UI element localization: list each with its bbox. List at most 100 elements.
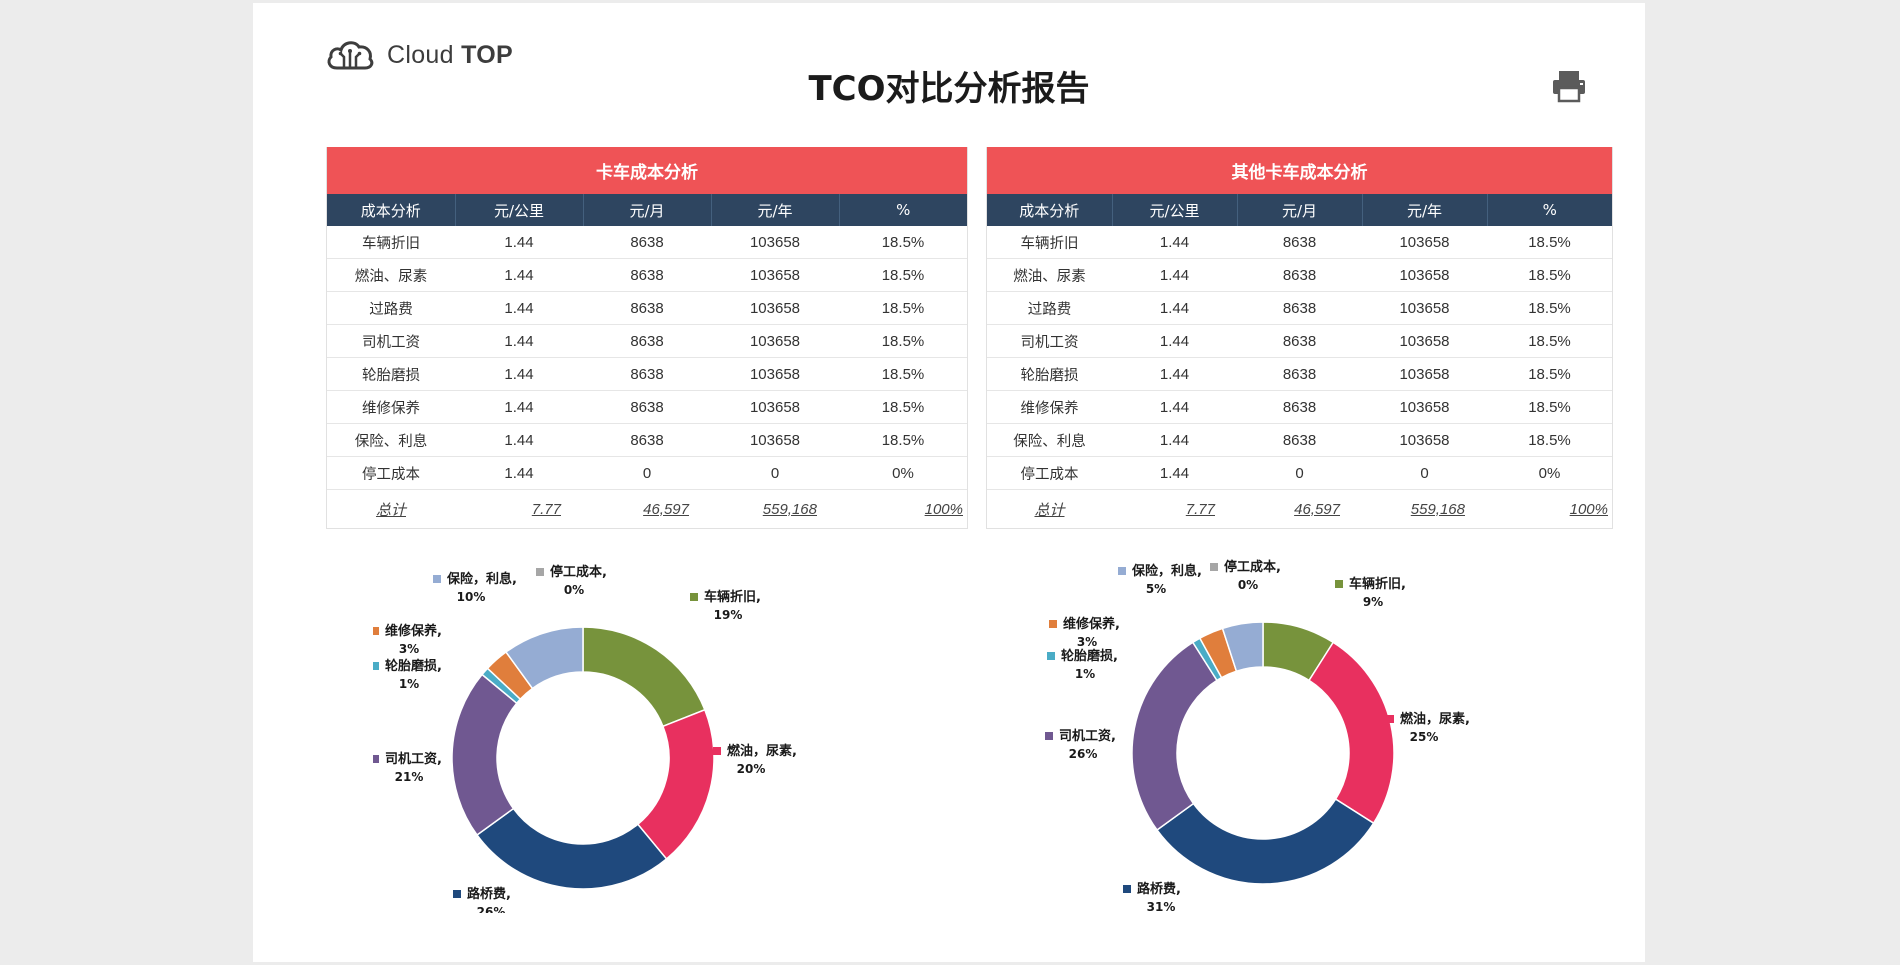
table-row: 车辆折旧 1.44 8638 103658 18.5% — [327, 226, 967, 259]
logo-text-light: Cloud — [387, 40, 454, 69]
slice-percent-6: 3% — [399, 642, 419, 656]
column-header-per-km: 元/公里 — [1112, 194, 1238, 226]
cell-percent: 0% — [839, 456, 967, 490]
slice-label-2: 燃油，尿素, — [1400, 711, 1470, 727]
cell-category: 维修保养 — [327, 390, 455, 424]
slice-label-2: 燃油，尿素, — [727, 743, 797, 759]
cell-percent: 18.5% — [839, 423, 967, 457]
cell-category: 司机工资 — [987, 324, 1112, 358]
column-header-per-year: 元/年 — [1362, 194, 1488, 226]
table-row: 停工成本 1.44 0 0 0% — [327, 456, 967, 490]
cell-percent: 18.5% — [1487, 423, 1612, 457]
cell-per-km: 1.44 — [455, 390, 583, 424]
cell-per-year: 103658 — [1362, 258, 1487, 292]
cell-per-month: 8638 — [1237, 390, 1362, 424]
cell-per-month: 8638 — [583, 226, 711, 259]
legend-marker-2 — [1386, 715, 1394, 723]
table-row: 保险、利息 1.44 8638 103658 18.5% — [987, 423, 1612, 457]
slice-percent-8: 0% — [564, 583, 584, 597]
legend-marker-4 — [1045, 732, 1053, 740]
table-row: 过路费 1.44 8638 103658 18.5% — [987, 291, 1612, 325]
slice-percent-8: 0% — [1238, 578, 1258, 592]
cell-category: 燃油、尿素 — [327, 258, 455, 292]
cell-per-year: 103658 — [711, 324, 839, 358]
slice-percent-5: 1% — [399, 677, 419, 691]
cell-per-year: 103658 — [1362, 423, 1487, 457]
logo-text-bold: TOP — [461, 40, 513, 69]
cell-per-month: 8638 — [583, 357, 711, 391]
column-header-category: 成本分析 — [327, 194, 456, 226]
cell-percent: 18.5% — [839, 258, 967, 292]
slice-percent-1: 9% — [1363, 595, 1383, 609]
cell-per-month: 8638 — [1237, 258, 1362, 292]
total-category[interactable]: 总计 — [1034, 501, 1065, 519]
cell-per-km: 1.44 — [455, 226, 583, 259]
cell-percent: 18.5% — [839, 324, 967, 358]
slice-label-6: 维修保养, — [385, 623, 442, 639]
printer-icon[interactable] — [1549, 68, 1589, 104]
column-header-per-month: 元/月 — [583, 194, 712, 226]
column-header-percent: % — [839, 194, 967, 226]
cell-per-year: 0 — [711, 456, 839, 490]
total-per-year[interactable]: 559,168 — [1410, 500, 1465, 518]
column-header-category: 成本分析 — [987, 194, 1113, 226]
donut-slice-2 — [1308, 641, 1395, 825]
cell-per-year: 103658 — [1362, 324, 1487, 358]
cell-category: 轮胎磨损 — [327, 357, 455, 391]
legend-marker-6 — [1049, 620, 1057, 628]
slice-label-6: 维修保养, — [1063, 616, 1120, 632]
table-row: 轮胎磨损 1.44 8638 103658 18.5% — [327, 357, 967, 391]
slice-label-8: 停工成本, — [550, 564, 607, 580]
table-header-row: 成本分析 元/公里 元/月 元/年% — [987, 194, 1612, 226]
total-per-year[interactable]: 559,168 — [762, 500, 817, 518]
slice-percent-7: 10% — [457, 590, 486, 604]
truck-cost-donut-chart: 车辆折旧, 19% 燃油，尿素, 20% 路桥费, 26% 司机工资, 21% 轮胎磨损, 1% 维… — [373, 564, 797, 913]
donut-slice-2 — [636, 708, 715, 860]
table-row: 司机工资 1.44 8638 103658 18.5% — [987, 324, 1612, 358]
cell-per-month: 0 — [1237, 456, 1362, 490]
cost-table-grid: 成本分析 元/公里 元/月 元/年% 车辆折旧 1.44 8638 103658 18.5% 燃油… — [987, 194, 1612, 528]
cell-category: 停工成本 — [327, 456, 455, 490]
slice-percent-6: 3% — [1077, 635, 1097, 649]
cell-per-year: 103658 — [711, 291, 839, 325]
total-per-month[interactable]: 46,597 — [1294, 500, 1340, 518]
column-header-percent: % — [1487, 194, 1612, 226]
cell-per-km: 1.44 — [1112, 456, 1237, 490]
cell-per-km: 1.44 — [1112, 291, 1237, 325]
cell-category: 过路费 — [987, 291, 1112, 325]
cloud-icon — [327, 41, 374, 70]
table-row: 燃油、尿素 1.44 8638 103658 18.5% — [327, 258, 967, 292]
legend-marker-7 — [433, 575, 441, 583]
total-per-km[interactable]: 7.77 — [1185, 500, 1215, 518]
table-total-row: 总计 7.77 46,597 559,168 100% — [327, 490, 967, 529]
table-row: 车辆折旧 1.44 8638 103658 18.5% — [987, 226, 1612, 259]
table-row: 维修保养 1.44 8638 103658 18.5% — [987, 390, 1612, 424]
cell-category: 车辆折旧 — [987, 226, 1112, 259]
total-percent[interactable]: 100% — [1569, 500, 1608, 518]
legend-marker-5 — [373, 662, 379, 670]
table-caption: 其他卡车成本分析 — [987, 147, 1612, 194]
total-per-km[interactable]: 7.77 — [531, 500, 561, 518]
cell-per-km: 1.44 — [455, 456, 583, 490]
cell-per-month: 8638 — [1237, 357, 1362, 391]
total-category[interactable]: 总计 — [375, 501, 406, 519]
cell-per-month: 8638 — [1237, 226, 1362, 259]
legend-marker-3 — [453, 890, 461, 898]
cell-percent: 18.5% — [1487, 291, 1612, 325]
cell-per-km: 1.44 — [1112, 390, 1237, 424]
total-percent[interactable]: 100% — [924, 500, 963, 518]
slice-label-1: 车辆折旧, — [1349, 576, 1406, 592]
cell-percent: 18.5% — [839, 357, 967, 391]
cell-per-km: 1.44 — [1112, 324, 1237, 358]
donut-slice-3 — [475, 807, 668, 890]
legend-marker-8 — [536, 568, 544, 576]
legend-marker-6 — [373, 627, 379, 635]
slice-label-8: 停工成本, — [1224, 559, 1281, 575]
cell-per-month: 8638 — [583, 324, 711, 358]
total-per-month[interactable]: 46,597 — [643, 500, 689, 518]
slice-label-7: 保险，利息, — [1131, 563, 1202, 579]
slice-label-4: 司机工资, — [385, 751, 442, 767]
cell-per-year: 103658 — [711, 226, 839, 259]
cell-percent: 18.5% — [1487, 390, 1612, 424]
table-row: 保险、利息 1.44 8638 103658 18.5% — [327, 423, 967, 457]
